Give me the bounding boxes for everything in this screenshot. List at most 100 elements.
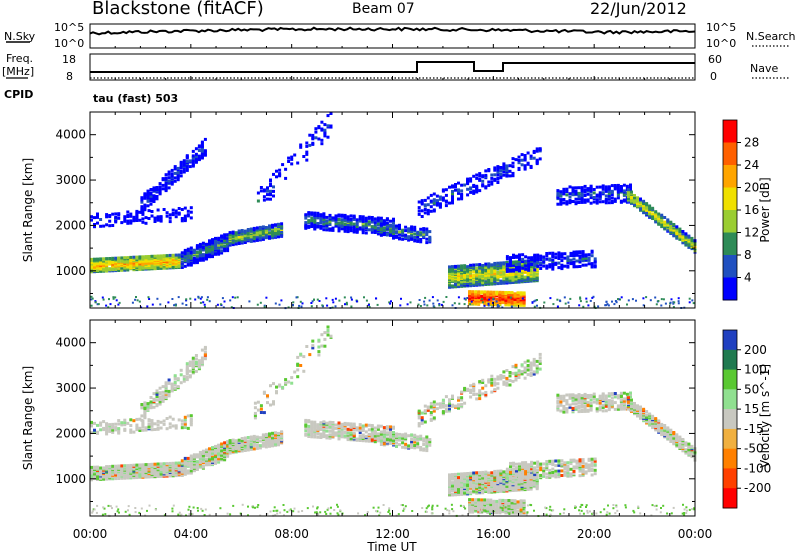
data-cell <box>429 209 433 213</box>
data-cell <box>195 464 199 468</box>
data-cell <box>654 296 657 299</box>
data-cell <box>511 174 515 178</box>
data-cell <box>645 296 648 299</box>
data-cell <box>331 226 335 230</box>
data-cell <box>307 419 311 423</box>
data-cell <box>444 404 448 408</box>
data-cell <box>675 231 679 234</box>
data-cell <box>474 298 478 302</box>
data-cell <box>423 208 427 211</box>
data-cell <box>672 233 676 237</box>
data-cell <box>117 259 121 263</box>
data-cell <box>457 264 460 268</box>
data-cell <box>466 193 470 197</box>
data-cell <box>426 208 430 212</box>
data-cell <box>440 303 443 306</box>
data-cell <box>274 302 277 305</box>
data-cell <box>382 438 386 442</box>
data-cell <box>475 392 479 396</box>
data-cell <box>149 396 153 399</box>
data-cell <box>173 179 177 183</box>
data-cell <box>490 374 494 378</box>
data-cell <box>376 303 379 306</box>
data-cell <box>201 253 205 257</box>
data-cell <box>622 192 626 196</box>
data-cell <box>613 184 617 187</box>
data-cell <box>220 249 224 253</box>
data-cell <box>607 194 611 198</box>
data-cell <box>147 257 151 261</box>
data-cell <box>417 212 421 216</box>
data-cell <box>611 300 613 303</box>
data-cell <box>307 214 311 218</box>
data-cell <box>179 164 183 168</box>
data-cell <box>481 381 485 384</box>
data-cell <box>197 359 201 363</box>
data-cell <box>135 463 139 467</box>
data-cell <box>580 188 584 192</box>
data-cell <box>311 136 315 140</box>
data-cell <box>565 202 569 206</box>
data-cell <box>217 240 221 244</box>
data-cell <box>240 437 244 440</box>
cpid-label: CPID <box>4 88 34 101</box>
data-cell <box>132 215 136 219</box>
data-cell <box>435 199 439 203</box>
data-cell <box>598 191 602 195</box>
data-cell <box>420 209 424 213</box>
data-cell <box>211 238 214 242</box>
data-cell <box>180 266 184 269</box>
data-cell <box>425 229 429 233</box>
data-cell <box>542 257 546 261</box>
data-cell <box>622 198 626 202</box>
data-cell <box>523 259 527 263</box>
data-cell <box>499 261 503 265</box>
data-cell <box>176 178 180 182</box>
data-cell <box>370 218 374 222</box>
data-cell <box>140 196 144 200</box>
data-cell <box>337 229 341 233</box>
data-cell <box>278 172 282 176</box>
data-cell <box>633 194 636 197</box>
data-cell <box>398 432 401 436</box>
data-cell <box>173 304 176 307</box>
data-cell <box>161 394 165 398</box>
data-cell <box>563 296 566 299</box>
data-cell <box>513 292 517 296</box>
data-cell <box>114 256 118 260</box>
data-cell <box>481 301 484 304</box>
data-cell <box>481 298 484 301</box>
data-cell <box>171 258 175 262</box>
data-cell <box>197 361 201 365</box>
data-cell <box>401 445 405 449</box>
data-cell <box>499 374 503 377</box>
data-cell <box>502 162 506 166</box>
data-cell <box>388 301 391 304</box>
data-cell <box>422 230 426 234</box>
data-cell <box>478 393 482 397</box>
data-cell <box>470 300 473 303</box>
data-cell <box>319 421 323 425</box>
data-cell <box>268 440 271 444</box>
data-cell <box>523 275 527 279</box>
cpid-value: tau (fast) 503 <box>93 92 179 105</box>
data-cell <box>367 220 371 224</box>
data-cell <box>292 304 294 306</box>
data-cell <box>477 290 481 294</box>
data-cell <box>96 465 99 469</box>
data-cell <box>174 253 178 257</box>
data-cell <box>328 423 332 426</box>
data-cell <box>429 205 433 209</box>
data-cell <box>496 282 500 286</box>
data-cell <box>313 298 315 301</box>
data-cell <box>261 237 265 241</box>
data-cell <box>156 208 160 212</box>
data-cell <box>361 222 365 226</box>
data-cell <box>310 219 314 223</box>
data-cell <box>454 188 457 192</box>
data-cell <box>269 197 272 201</box>
data-cell <box>183 216 187 220</box>
data-cell <box>322 228 326 232</box>
data-cell <box>358 215 362 219</box>
data-cell <box>114 471 118 475</box>
